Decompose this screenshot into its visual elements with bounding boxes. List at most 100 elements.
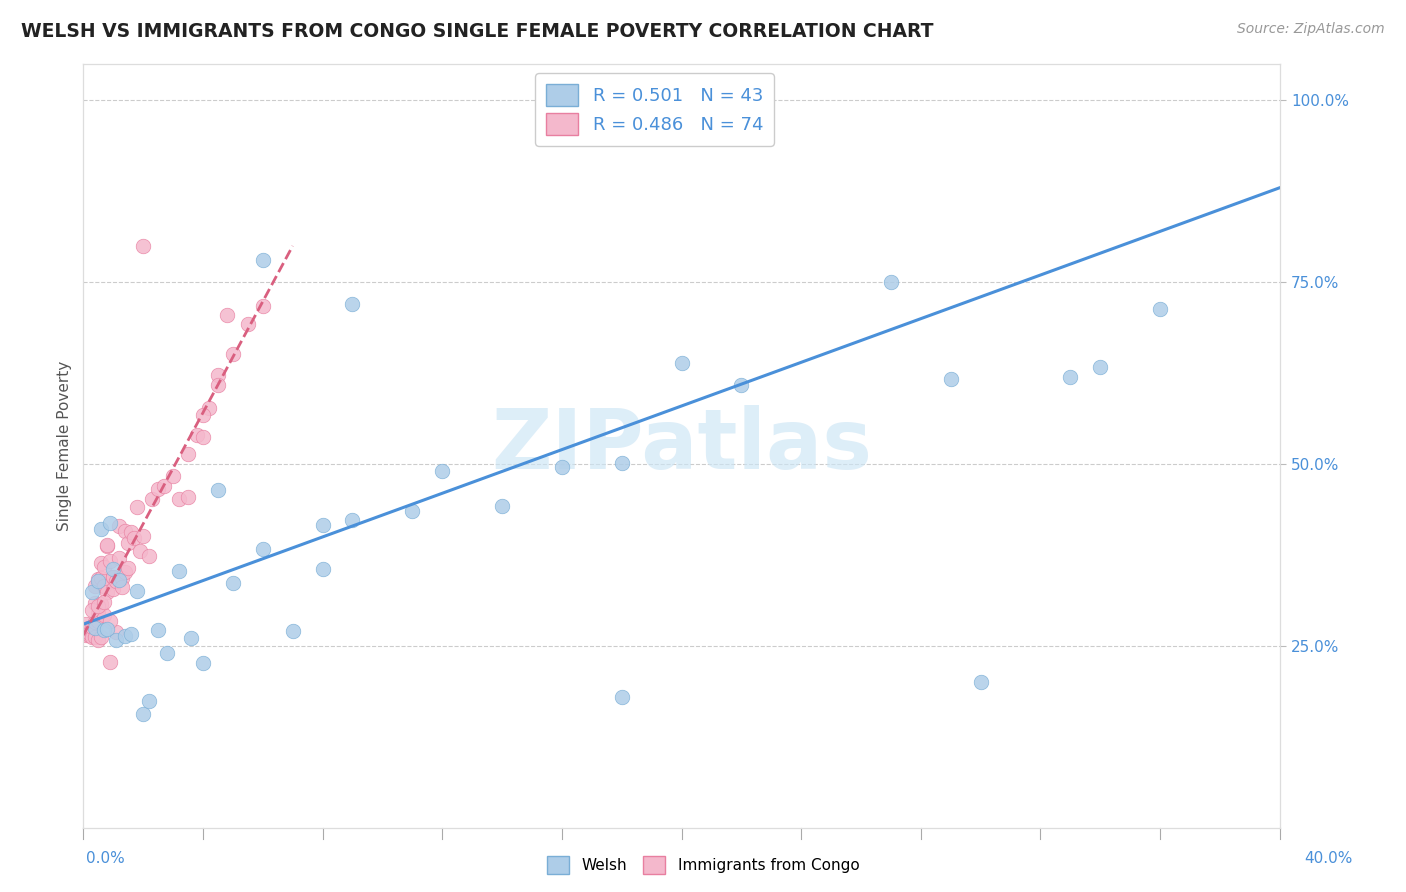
Point — [84, 596, 107, 610]
Legend: R = 0.501   N = 43, R = 0.486   N = 74: R = 0.501 N = 43, R = 0.486 N = 74 — [536, 73, 775, 146]
Point — [281, 624, 304, 638]
Point — [207, 483, 229, 497]
Point — [127, 500, 149, 515]
Point — [969, 675, 991, 690]
Point — [180, 631, 202, 645]
Point — [103, 582, 125, 596]
Point — [90, 571, 112, 585]
Point — [129, 543, 152, 558]
Point — [87, 606, 110, 620]
Text: Source: ZipAtlas.com: Source: ZipAtlas.com — [1237, 22, 1385, 37]
Point — [117, 535, 139, 549]
Point — [98, 516, 121, 530]
Point — [401, 504, 423, 518]
Point — [138, 693, 160, 707]
Point — [162, 469, 184, 483]
Point — [90, 630, 112, 644]
Point — [311, 561, 333, 575]
Point — [191, 408, 214, 422]
Point — [82, 620, 104, 634]
Point — [93, 560, 115, 574]
Point — [87, 632, 110, 647]
Point — [108, 518, 131, 533]
Point — [177, 491, 200, 505]
Point — [84, 615, 107, 629]
Point — [87, 572, 110, 586]
Point — [141, 492, 163, 507]
Point — [132, 239, 155, 253]
Point — [84, 631, 107, 645]
Text: 0.0%: 0.0% — [86, 851, 125, 865]
Point — [75, 622, 97, 636]
Point — [146, 623, 169, 637]
Point — [96, 622, 118, 636]
Point — [236, 317, 259, 331]
Point — [93, 624, 115, 638]
Point — [82, 631, 104, 645]
Point — [207, 377, 229, 392]
Point — [1059, 370, 1081, 384]
Point — [93, 579, 115, 593]
Point — [93, 595, 115, 609]
Point — [93, 608, 115, 623]
Point — [96, 585, 118, 599]
Point — [146, 483, 169, 497]
Point — [117, 560, 139, 574]
Point — [156, 646, 179, 660]
Point — [132, 529, 155, 543]
Point — [167, 492, 190, 507]
Point — [342, 297, 364, 311]
Point — [98, 655, 121, 669]
Point — [120, 627, 142, 641]
Point — [880, 275, 903, 289]
Point — [87, 599, 110, 613]
Point — [111, 580, 134, 594]
Point — [1149, 301, 1171, 316]
Point — [103, 570, 125, 584]
Point — [191, 656, 214, 670]
Point — [82, 603, 104, 617]
Point — [96, 538, 118, 552]
Point — [82, 623, 104, 637]
Point — [90, 556, 112, 570]
Point — [252, 253, 274, 268]
Point — [75, 617, 97, 632]
Point — [82, 623, 104, 637]
Point — [77, 626, 100, 640]
Point — [207, 368, 229, 382]
Point — [82, 624, 104, 638]
Point — [93, 579, 115, 593]
Point — [98, 614, 121, 628]
Point — [491, 500, 513, 514]
Point — [167, 564, 190, 578]
Point — [90, 597, 112, 611]
Point — [610, 690, 633, 704]
Point — [96, 539, 118, 553]
Point — [105, 625, 128, 640]
Point — [105, 574, 128, 588]
Point — [671, 356, 693, 370]
Point — [551, 459, 574, 474]
Point — [1090, 360, 1112, 375]
Point — [311, 518, 333, 533]
Point — [77, 621, 100, 635]
Point — [186, 428, 208, 442]
Y-axis label: Single Female Poverty: Single Female Poverty — [58, 361, 72, 531]
Point — [153, 479, 176, 493]
Point — [198, 401, 221, 415]
Point — [122, 532, 145, 546]
Point — [252, 299, 274, 313]
Point — [114, 566, 136, 580]
Legend: Welsh, Immigrants from Congo: Welsh, Immigrants from Congo — [540, 850, 866, 880]
Point — [120, 524, 142, 539]
Point — [108, 573, 131, 587]
Point — [132, 706, 155, 721]
Point — [77, 621, 100, 635]
Point — [114, 524, 136, 538]
Point — [105, 632, 128, 647]
Point — [127, 583, 149, 598]
Text: 40.0%: 40.0% — [1305, 851, 1353, 865]
Point — [84, 621, 107, 635]
Point — [75, 628, 97, 642]
Point — [177, 447, 200, 461]
